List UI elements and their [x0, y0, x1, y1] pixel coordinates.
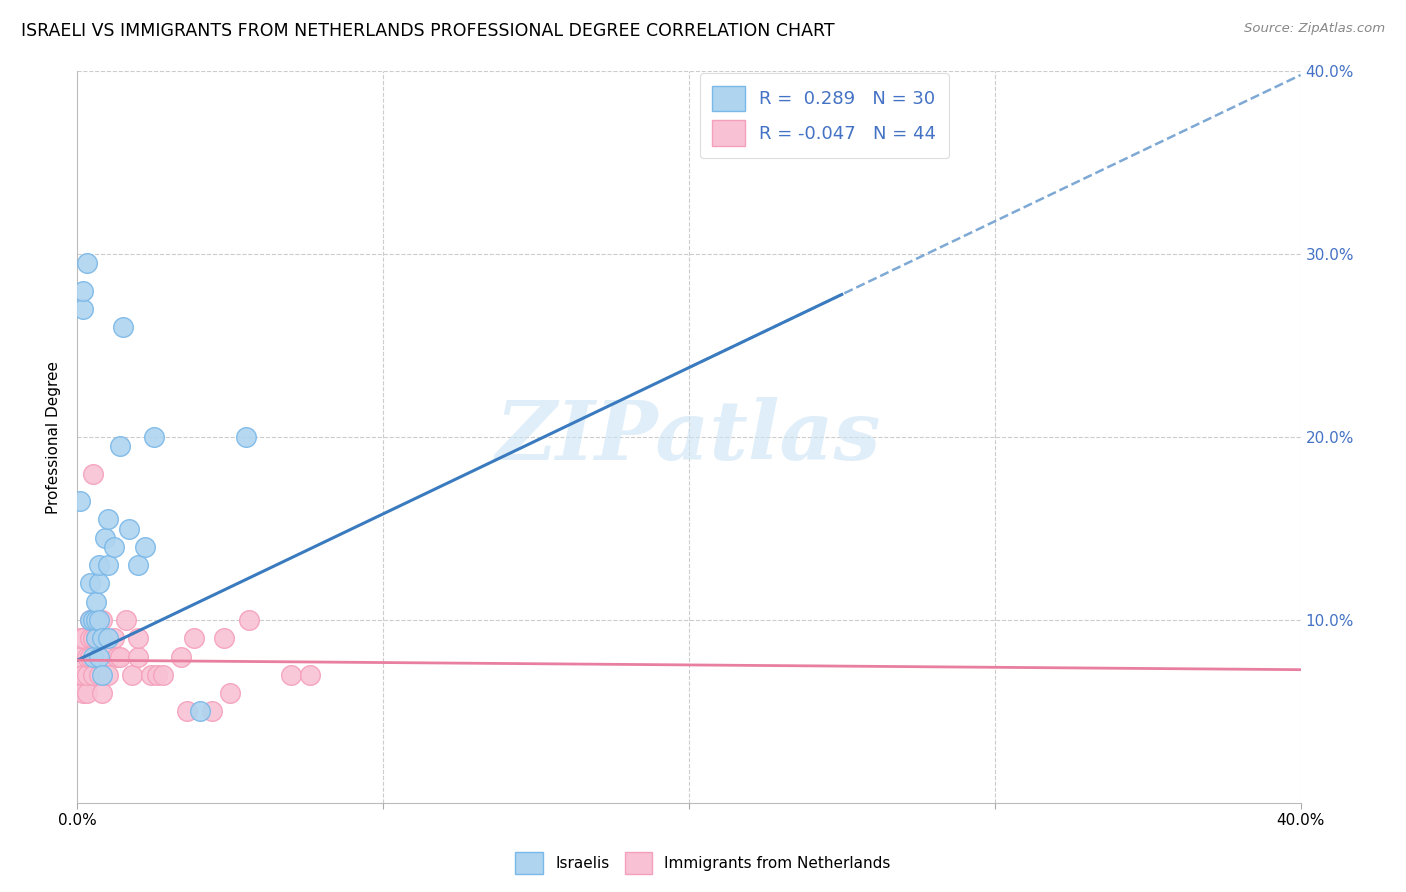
- Point: [298, 667, 321, 681]
- Point: [87, 576, 110, 591]
- Point: [128, 649, 150, 664]
- Point: [82, 632, 104, 646]
- Point: [84, 594, 107, 608]
- Point: [105, 649, 128, 664]
- Point: [84, 632, 107, 646]
- Point: [139, 667, 162, 681]
- Point: [90, 686, 112, 700]
- Point: [87, 613, 110, 627]
- Point: [146, 667, 169, 681]
- Point: [97, 558, 120, 573]
- Point: [152, 667, 174, 681]
- Point: [219, 686, 242, 700]
- Point: [235, 430, 257, 444]
- Point: [69, 667, 91, 681]
- Legend: R =  0.289   N = 30, R = -0.047   N = 44: R = 0.289 N = 30, R = -0.047 N = 44: [700, 73, 949, 159]
- Point: [82, 649, 104, 664]
- Point: [87, 667, 110, 681]
- Text: ISRAELI VS IMMIGRANTS FROM NETHERLANDS PROFESSIONAL DEGREE CORRELATION CHART: ISRAELI VS IMMIGRANTS FROM NETHERLANDS P…: [21, 22, 835, 40]
- Text: ZIPatlas: ZIPatlas: [496, 397, 882, 477]
- Point: [90, 667, 112, 681]
- Point: [79, 632, 101, 646]
- Point: [108, 649, 131, 664]
- Point: [76, 649, 98, 664]
- Point: [188, 705, 211, 719]
- Point: [134, 540, 156, 554]
- Point: [97, 632, 120, 646]
- Point: [103, 632, 125, 646]
- Point: [72, 686, 94, 700]
- Point: [128, 632, 150, 646]
- Point: [82, 613, 104, 627]
- Point: [84, 649, 107, 664]
- Point: [72, 301, 94, 317]
- Point: [84, 613, 107, 627]
- Point: [212, 632, 235, 646]
- Point: [84, 632, 107, 646]
- Legend: Israelis, Immigrants from Netherlands: Israelis, Immigrants from Netherlands: [509, 846, 897, 880]
- Point: [97, 667, 120, 681]
- Point: [87, 558, 110, 573]
- Point: [87, 649, 110, 664]
- Point: [90, 613, 112, 627]
- Point: [76, 667, 98, 681]
- Point: [280, 667, 302, 681]
- Point: [69, 494, 91, 508]
- Point: [183, 632, 205, 646]
- Point: [76, 256, 98, 270]
- Point: [94, 649, 117, 664]
- Y-axis label: Professional Degree: Professional Degree: [46, 360, 62, 514]
- Point: [112, 320, 135, 334]
- Point: [72, 667, 94, 681]
- Point: [118, 521, 141, 535]
- Point: [142, 430, 165, 444]
- Point: [82, 667, 104, 681]
- Point: [69, 632, 91, 646]
- Point: [108, 439, 131, 453]
- Point: [97, 512, 120, 526]
- Point: [115, 613, 138, 627]
- Point: [103, 540, 125, 554]
- Point: [69, 649, 91, 664]
- Point: [79, 613, 101, 627]
- Point: [72, 632, 94, 646]
- Point: [79, 576, 101, 591]
- Point: [170, 649, 193, 664]
- Point: [90, 632, 112, 646]
- Point: [201, 705, 224, 719]
- Point: [176, 705, 198, 719]
- Point: [94, 531, 117, 545]
- Point: [72, 284, 94, 298]
- Point: [87, 632, 110, 646]
- Point: [238, 613, 260, 627]
- Point: [79, 613, 101, 627]
- Text: Source: ZipAtlas.com: Source: ZipAtlas.com: [1244, 22, 1385, 36]
- Point: [87, 613, 110, 627]
- Point: [90, 632, 112, 646]
- Point: [76, 686, 98, 700]
- Point: [128, 558, 150, 573]
- Point: [121, 667, 143, 681]
- Point: [79, 649, 101, 664]
- Point: [82, 467, 104, 481]
